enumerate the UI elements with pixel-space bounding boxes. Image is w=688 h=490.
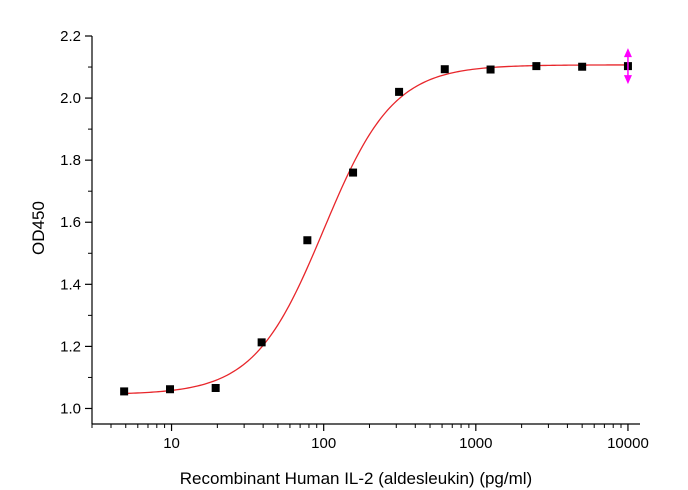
axes: 1.0 1.2 1.4 1.6 1.8 2.0 2.2 10 100 1000 10000 bbox=[60, 28, 649, 452]
data-point bbox=[211, 383, 220, 392]
data-points-layer bbox=[120, 62, 632, 396]
y-tick-label: 1.0 bbox=[60, 400, 81, 417]
data-point bbox=[578, 62, 587, 71]
y-axis-title: OD450 bbox=[29, 201, 48, 255]
x-axis-title: Recombinant Human IL-2 (aldesleukin) (pg… bbox=[180, 469, 532, 488]
fit-curve-line bbox=[124, 64, 628, 395]
y-tick-label: 2.0 bbox=[60, 90, 81, 107]
data-point bbox=[120, 387, 129, 396]
data-point bbox=[486, 65, 495, 74]
x-tick-label: 10000 bbox=[607, 435, 649, 452]
data-point bbox=[532, 62, 541, 71]
data-point bbox=[395, 87, 404, 96]
marker-arrow-up-head bbox=[623, 48, 632, 58]
data-point bbox=[440, 65, 449, 74]
x-tick-label: 1000 bbox=[459, 435, 492, 452]
y-tick-label: 2.2 bbox=[60, 28, 81, 45]
data-point bbox=[166, 385, 175, 394]
fit-curve-layer bbox=[124, 64, 628, 395]
marker-arrow-down-head bbox=[623, 75, 632, 85]
data-point bbox=[349, 168, 358, 177]
y-tick-label: 1.6 bbox=[60, 214, 81, 231]
x-tick-label: 10 bbox=[163, 435, 180, 452]
y-tick-label: 1.4 bbox=[60, 276, 81, 293]
annotations-layer bbox=[623, 48, 632, 85]
x-tick-label: 100 bbox=[311, 435, 336, 452]
data-point bbox=[257, 338, 266, 347]
y-tick-label: 1.2 bbox=[60, 338, 81, 355]
y-tick-label: 1.8 bbox=[60, 152, 81, 169]
data-point bbox=[303, 236, 312, 245]
